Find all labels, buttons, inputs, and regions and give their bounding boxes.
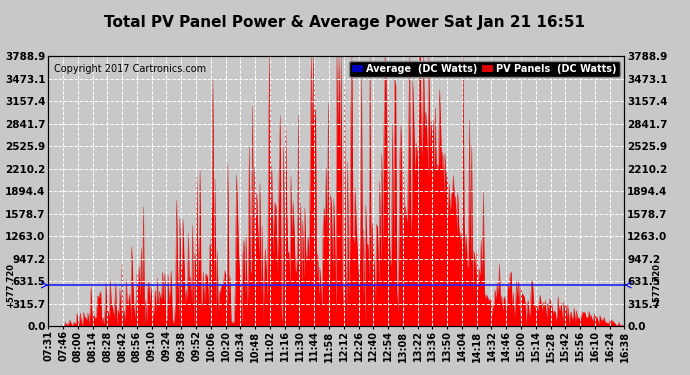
- Text: +577.720: +577.720: [6, 262, 15, 308]
- Text: Total PV Panel Power & Average Power Sat Jan 21 16:51: Total PV Panel Power & Average Power Sat…: [104, 15, 586, 30]
- Legend: Average  (DC Watts), PV Panels  (DC Watts): Average (DC Watts), PV Panels (DC Watts): [349, 61, 620, 77]
- Text: +577.720: +577.720: [651, 262, 660, 308]
- Text: Copyright 2017 Cartronics.com: Copyright 2017 Cartronics.com: [54, 64, 206, 74]
